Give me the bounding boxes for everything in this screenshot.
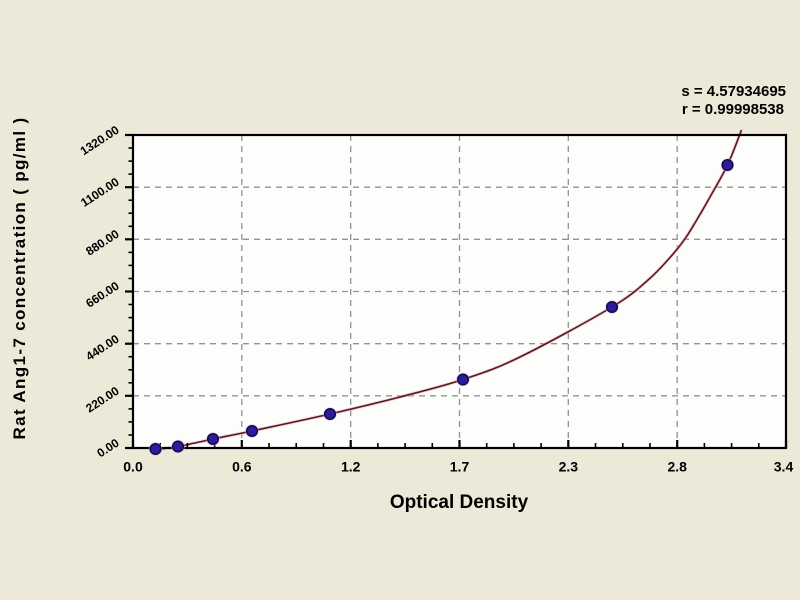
svg-text:r = 0.99998538: r = 0.99998538 xyxy=(682,101,784,118)
svg-text:Optical Density: Optical Density xyxy=(390,492,529,513)
svg-text:Rat Ang1-7 concentration ( pg/: Rat Ang1-7 concentration ( pg/ml ) xyxy=(10,117,29,440)
svg-text:1.7: 1.7 xyxy=(450,459,470,475)
svg-text:2.8: 2.8 xyxy=(667,459,687,475)
svg-text:0.0: 0.0 xyxy=(123,459,143,475)
svg-text:0.6: 0.6 xyxy=(232,459,252,475)
svg-text:2.3: 2.3 xyxy=(559,459,579,475)
svg-text:3.4: 3.4 xyxy=(774,459,794,475)
svg-text:s = 4.57934695: s = 4.57934695 xyxy=(681,83,786,100)
svg-text:1.2: 1.2 xyxy=(341,459,361,475)
